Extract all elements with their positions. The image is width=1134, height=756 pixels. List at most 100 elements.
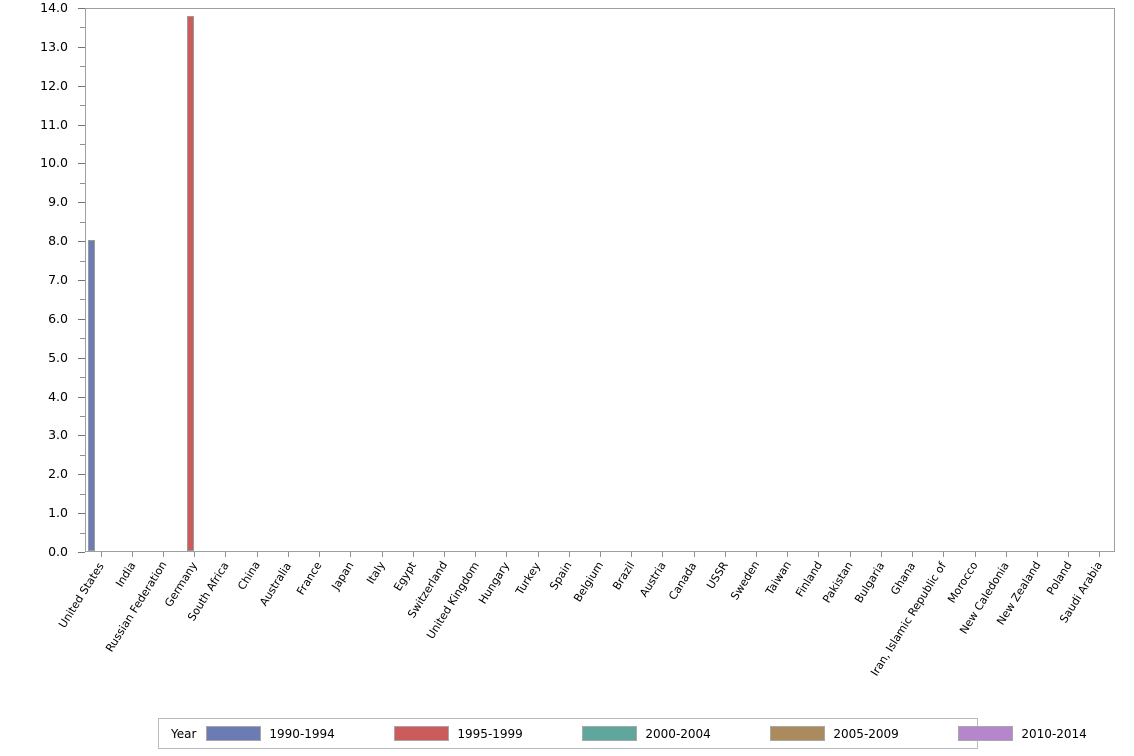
legend-label: 2010-2014 — [1021, 726, 1087, 741]
y-axis-minor-tick-mark — [80, 144, 85, 145]
x-axis-tick-label: Finland — [792, 559, 825, 600]
x-axis-tick-label: Austria — [636, 559, 669, 600]
x-axis-tick-mark — [818, 552, 820, 557]
y-axis-minor-tick-mark — [80, 221, 85, 223]
x-axis-tick-label: Hungary — [476, 559, 513, 607]
legend-swatch — [206, 726, 262, 741]
y-axis-tick-mark — [78, 124, 85, 126]
x-axis-tick-mark — [568, 552, 570, 557]
y-axis-tick-mark — [78, 552, 85, 553]
plot-area — [85, 8, 1115, 552]
x-axis-tick-mark — [319, 552, 321, 557]
x-axis-tick-label: Spain — [547, 559, 575, 593]
x-axis-tick-mark — [600, 552, 601, 557]
x-axis-tick-mark — [100, 552, 102, 557]
y-axis-tick-label: 2.0 — [48, 466, 68, 482]
x-axis-tick-label: Ghana — [888, 559, 919, 597]
legend-entry[interactable]: 2010-2014 — [958, 726, 1109, 741]
y-axis-tick-mark — [78, 357, 85, 359]
x-axis-tick-label: Taiwan — [762, 559, 794, 598]
legend-label: 1990-1994 — [269, 726, 335, 741]
y-axis-tick-label: 12.0 — [40, 77, 68, 93]
legend-swatch — [394, 726, 450, 741]
legend-label: 1995-1999 — [457, 726, 523, 741]
y-axis-tick-label: 10.0 — [40, 155, 68, 171]
y-axis-tick-mark — [78, 280, 85, 281]
x-axis-tick-label: Sweden — [728, 559, 763, 603]
x-axis-tick-label: Pakistan — [820, 559, 856, 606]
legend-entry[interactable]: 2000-2004 — [582, 726, 733, 741]
legend-label: 2000-2004 — [645, 726, 711, 741]
y-axis-tick-label: 3.0 — [48, 427, 68, 443]
x-axis-tick-mark — [475, 552, 477, 557]
y-axis-minor-tick-mark — [80, 27, 85, 29]
x-axis-tick-mark — [943, 552, 945, 557]
x-axis-tick-mark — [381, 552, 383, 557]
y-axis-tick-mark — [78, 202, 85, 204]
y-axis-minor-tick-mark — [80, 493, 85, 495]
y-axis-tick-label: 0.0 — [48, 544, 68, 559]
x-axis-tick-label: Turkey — [513, 559, 544, 597]
y-axis-minor-tick-mark — [80, 66, 85, 68]
y-axis-tick-label: 8.0 — [48, 233, 68, 249]
y-axis-tick-mark — [78, 241, 85, 243]
y-axis-tick-label: 11.0 — [40, 116, 68, 132]
y-axis-minor-tick-mark — [80, 532, 85, 534]
y-axis-minor-tick-mark — [80, 182, 85, 184]
x-axis-tick-label: Brazil — [609, 559, 638, 593]
x-axis-tick-label: Russian Federation — [103, 559, 170, 655]
y-axis-minor-tick-mark — [80, 260, 85, 262]
y-axis-tick-label: 4.0 — [48, 388, 68, 404]
x-axis-tick-mark — [131, 552, 133, 557]
legend-entry[interactable]: 1995-1999 — [394, 726, 545, 741]
x-axis-tick-mark — [724, 552, 726, 557]
x-axis-tick-mark — [974, 552, 976, 557]
y-axis-tick-label: 1.0 — [48, 505, 68, 521]
y-axis-minor-tick-mark — [80, 338, 85, 340]
x-axis-tick-mark — [506, 552, 508, 557]
x-axis-tick-label: Japan — [329, 559, 357, 593]
bars-layer — [86, 9, 1114, 551]
y-axis-tick-mark — [78, 8, 85, 9]
x-axis-tick-label: USSR — [704, 559, 731, 592]
y-axis-minor-tick-mark — [80, 299, 85, 301]
y-axis-tick-mark — [78, 513, 85, 515]
legend-swatch — [958, 726, 1014, 741]
legend-swatch — [770, 726, 826, 741]
x-axis-tick-mark — [443, 552, 445, 557]
y-axis-tick-label: 6.0 — [48, 310, 68, 326]
y-axis-tick-label: 13.0 — [40, 38, 68, 54]
x-axis-tick-label: Canada — [666, 559, 700, 602]
x-axis-tick-mark — [756, 552, 758, 557]
y-axis-minor-tick-mark — [80, 416, 85, 417]
x-axis-tick-mark — [880, 552, 882, 557]
y-axis-tick-label: 7.0 — [48, 272, 68, 287]
bar — [88, 240, 96, 551]
x-axis-tick-label: Italy — [363, 559, 388, 587]
y-axis-tick-mark — [78, 435, 85, 437]
x-axis-tick-label: India — [112, 559, 138, 590]
legend-entry[interactable]: 2005-2009 — [770, 726, 921, 741]
x-axis-tick-label: France — [294, 559, 326, 598]
x-axis-tick-mark — [287, 552, 289, 557]
x-axis-tick-mark — [194, 552, 196, 557]
x-axis-tick-mark — [693, 552, 695, 557]
y-axis-tick-mark — [78, 163, 85, 165]
legend-title: Year — [171, 726, 197, 741]
x-axis-tick-mark — [537, 552, 539, 557]
x-axis-tick-mark — [163, 552, 165, 557]
x-axis-tick-mark — [256, 552, 258, 557]
x-axis-tick-mark — [1068, 552, 1070, 557]
y-axis-tick-mark — [78, 396, 85, 398]
bar — [186, 15, 194, 551]
legend-entry[interactable]: 1990-1994 — [206, 726, 357, 741]
x-axis-tick-label: Poland — [1043, 559, 1075, 598]
legend-entries: 1990-1994 1995-1999 2000-2004 2005-2009 2010… — [206, 726, 1109, 741]
legend-swatch — [582, 726, 638, 741]
y-axis-minor-tick-mark — [80, 377, 85, 379]
x-axis-tick-mark — [412, 552, 414, 557]
y-axis-tick-label: 5.0 — [48, 349, 68, 365]
y-axis-minor-tick-mark — [80, 454, 85, 456]
x-axis-tick-mark — [350, 552, 352, 557]
